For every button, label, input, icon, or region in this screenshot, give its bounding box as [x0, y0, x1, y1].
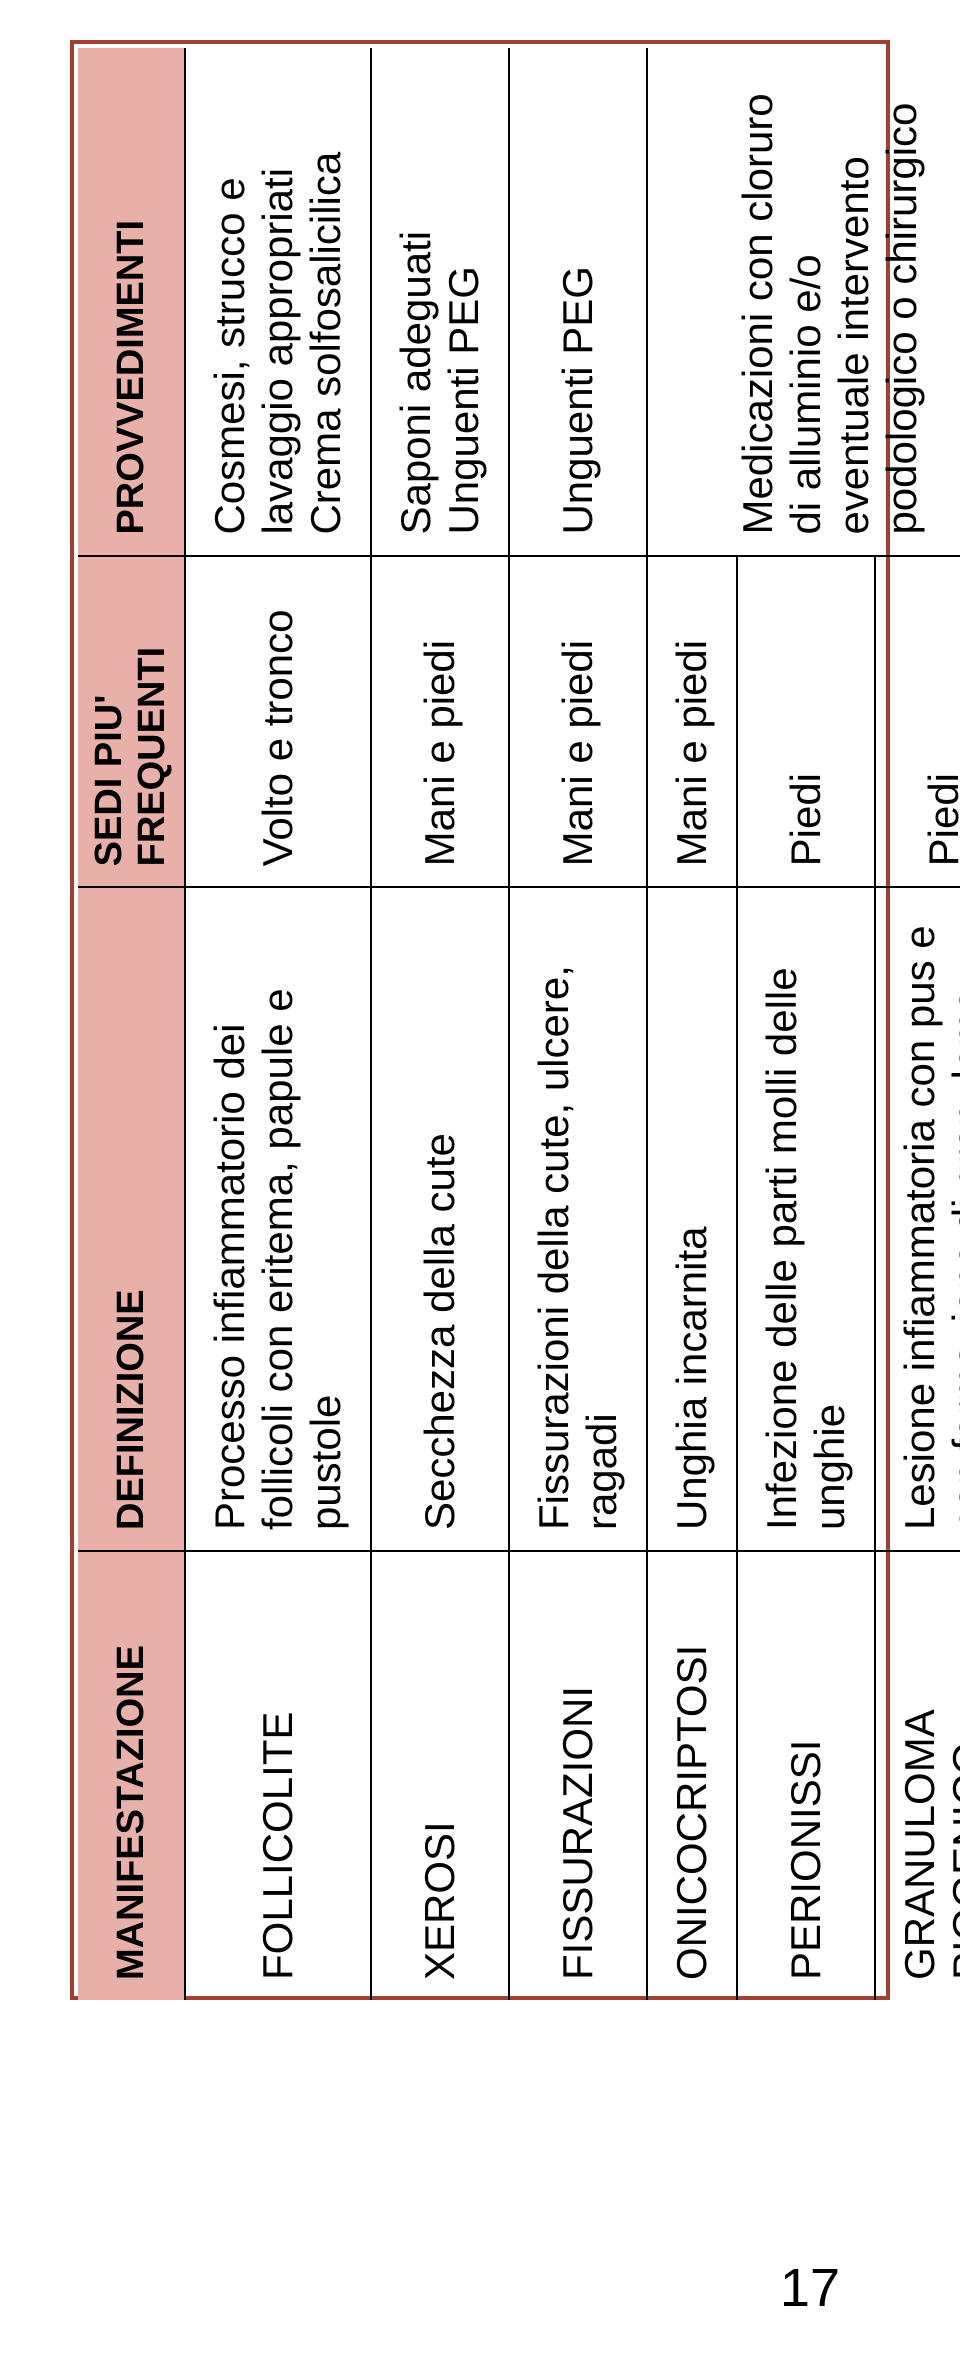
cell-sedi: Piedi — [875, 556, 960, 888]
cell-sedi: Mani e piedi — [647, 556, 737, 888]
cell-manifestazione: XEROSI — [371, 1551, 509, 2000]
table-container: MANIFESTAZIONE DEFINIZIONE SEDI PIU' FRE… — [70, 40, 890, 2000]
cell-provvedimenti: Cosmesi, strucco e lavaggio appropriati … — [185, 48, 371, 556]
cell-provvedimenti-merged: Medicazioni con cloruro di alluminio e/o… — [647, 48, 960, 556]
cell-sedi: Volto e tronco — [185, 556, 371, 888]
cell-manifestazione: FISSURAZIONI — [509, 1551, 647, 2000]
clinical-table: MANIFESTAZIONE DEFINIZIONE SEDI PIU' FRE… — [78, 48, 960, 2000]
cell-sedi: Mani e piedi — [371, 556, 509, 888]
cell-provvedimenti: Unguenti PEG — [509, 48, 647, 556]
cell-definizione: Secchezza della cute — [371, 887, 509, 1551]
cell-definizione: Fissurazioni della cute, ulcere, ragadi — [509, 887, 647, 1551]
table-row: FOLLICOLITE Processo infiammatorio dei f… — [185, 48, 371, 2000]
cell-manifestazione: PERIONISSI — [737, 1551, 875, 2000]
header-provvedimenti: PROVVEDIMENTI — [78, 48, 185, 556]
cell-definizione: Processo infiammatorio dei follicoli con… — [185, 887, 371, 1551]
table-row: ONICOCRIPTOSI Unghia incarnita Mani e pi… — [647, 48, 737, 2000]
cell-manifestazione: ONICOCRIPTOSI — [647, 1551, 737, 2000]
cell-manifestazione: GRANULOMA PIOGENICO — [875, 1551, 960, 2000]
cell-definizione: Unghia incarnita — [647, 887, 737, 1551]
cell-definizione: Lesione infiammatoria con pus e con form… — [875, 887, 960, 1551]
table-row: FISSURAZIONI Fissurazioni della cute, ul… — [509, 48, 647, 2000]
header-sedi: SEDI PIU' FREQUENTI — [78, 556, 185, 888]
cell-manifestazione: FOLLICOLITE — [185, 1551, 371, 2000]
page-number: 17 — [780, 2257, 840, 2319]
table-row: XEROSI Secchezza della cute Mani e piedi… — [371, 48, 509, 2000]
header-manifestazione: MANIFESTAZIONE — [78, 1551, 185, 2000]
table-header-row: MANIFESTAZIONE DEFINIZIONE SEDI PIU' FRE… — [78, 48, 185, 2000]
cell-sedi: Mani e piedi — [509, 556, 647, 888]
cell-sedi: Piedi — [737, 556, 875, 888]
cell-definizione: Infezione delle parti molli delle unghie — [737, 887, 875, 1551]
cell-provvedimenti: Saponi adeguati Unguenti PEG — [371, 48, 509, 556]
header-definizione: DEFINIZIONE — [78, 887, 185, 1551]
rotated-table-wrapper: MANIFESTAZIONE DEFINIZIONE SEDI PIU' FRE… — [78, 48, 890, 2000]
